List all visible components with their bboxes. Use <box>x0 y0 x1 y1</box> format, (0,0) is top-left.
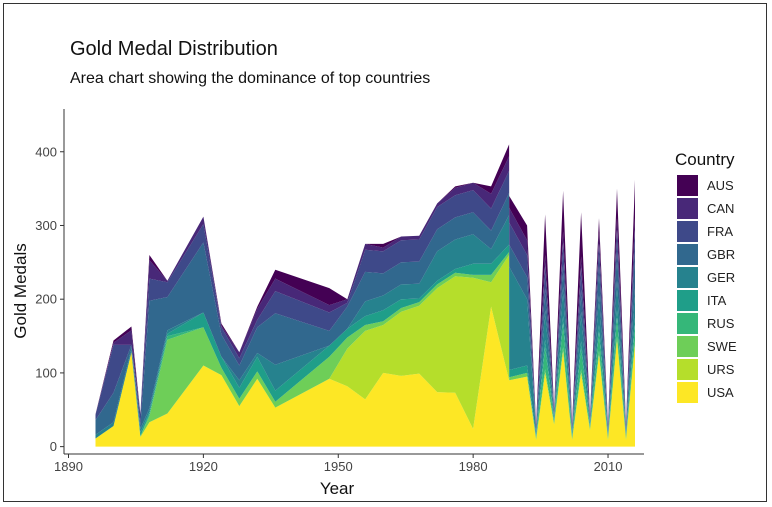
x-tick-label: 1980 <box>459 459 488 474</box>
legend-label-usa: USA <box>707 385 734 400</box>
legend-label-swe: SWE <box>707 339 737 354</box>
y-axis-ticks: 0 100 200 300 400 <box>35 144 64 454</box>
x-tick-label: 1920 <box>189 459 218 474</box>
y-tick-label: 100 <box>35 365 57 380</box>
area-usa <box>95 306 635 447</box>
legend-swatch-fra <box>677 221 698 242</box>
y-tick-label: 300 <box>35 218 57 233</box>
area-swe <box>95 252 635 440</box>
legend-label-ger: GER <box>707 270 735 285</box>
y-tick-label: 400 <box>35 144 57 159</box>
legend-title: Country <box>675 150 735 169</box>
x-tick-label: 2010 <box>594 459 623 474</box>
legend: Country AUS CAN FRA GBR GER ITA RUS SWE URS USA <box>675 150 737 403</box>
legend-swatch-swe <box>677 336 698 357</box>
legend-swatch-rus <box>677 313 698 334</box>
x-axis-ticks: 1890 1920 1950 1980 2010 <box>54 454 622 474</box>
legend-swatch-gbr <box>677 244 698 265</box>
y-tick-label: 200 <box>35 292 57 307</box>
x-tick-label: 1890 <box>54 459 83 474</box>
area-urs <box>95 255 635 440</box>
legend-label-rus: RUS <box>707 316 735 331</box>
legend-label-gbr: GBR <box>707 247 735 262</box>
area-chart: Gold Medal Distribution Area chart showi… <box>11 38 737 498</box>
legend-swatch-urs <box>677 359 698 380</box>
legend-swatch-can <box>677 198 698 219</box>
legend-label-ita: ITA <box>707 293 727 308</box>
legend-swatch-ita <box>677 290 698 311</box>
x-tick-label: 1950 <box>324 459 353 474</box>
area-layers <box>95 144 635 447</box>
y-axis-title: Gold Medals <box>11 243 30 338</box>
legend-label-urs: URS <box>707 362 735 377</box>
legend-label-aus: AUS <box>707 178 734 193</box>
legend-label-can: CAN <box>707 201 734 216</box>
x-axis-title: Year <box>320 479 355 498</box>
legend-label-fra: FRA <box>707 224 733 239</box>
area-ger <box>95 215 635 439</box>
y-tick-label: 0 <box>50 439 57 454</box>
legend-swatch-usa <box>677 382 698 403</box>
chart-frame: Gold Medal Distribution Area chart showi… <box>3 3 767 502</box>
chart-title: Gold Medal Distribution <box>70 38 278 60</box>
legend-swatch-aus <box>677 175 698 196</box>
legend-swatch-ger <box>677 267 698 288</box>
chart-subtitle: Area chart showing the dominance of top … <box>70 70 430 87</box>
